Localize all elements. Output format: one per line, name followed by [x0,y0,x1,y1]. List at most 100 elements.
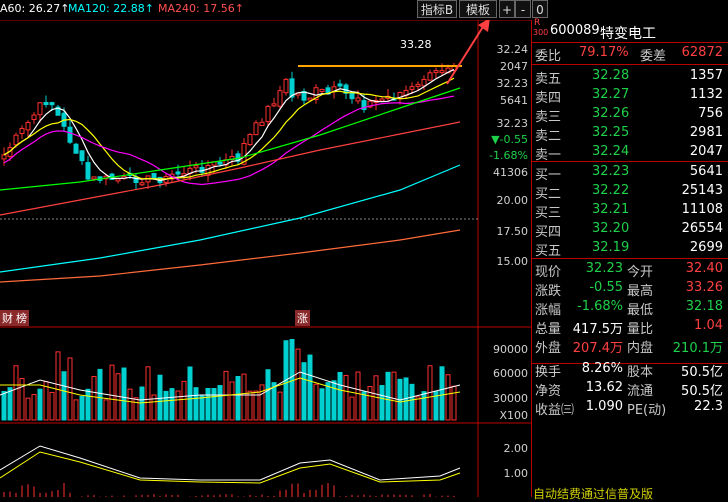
event-marker-zhang[interactable]: 涨 [295,310,310,326]
stat-label: 外盘 [535,341,562,356]
ma10-line [3,77,455,180]
asks-volume: 2047 [689,144,723,159]
reset-button[interactable]: 0 [532,0,548,18]
candle-body [433,70,439,74]
volume-bar [229,381,235,421]
event-marker-bang[interactable]: 榜 [14,310,29,326]
zoom-in-button[interactable]: + [499,0,515,18]
divider [532,258,728,259]
axis-price-175: 17.50 [496,225,529,238]
asks-price: 32.28 [592,68,630,83]
volume-bar [343,374,349,421]
asks-row[interactable]: 卖四 32.27 1132 [532,86,727,106]
bids-row[interactable]: 买二 32.22 25143 [532,182,727,202]
weicha-value: 62872 [681,45,723,60]
bids-row[interactable]: 买一 32.23 5641 [532,163,727,183]
volume-bar [97,368,103,421]
bids-price: 32.19 [592,240,630,255]
axis-vol-90000: 90000 [493,343,528,356]
axis-price-20: 20.00 [496,194,529,207]
bids-row[interactable]: 买四 32.20 26554 [532,220,727,240]
stat-row: 外盘 207.4万 内盘 210.1万 [532,336,727,356]
volume-bar [181,380,187,421]
volume-bar [271,382,277,421]
bids-volume: 11108 [681,202,723,217]
divider [532,64,728,65]
candle-body [115,178,121,182]
candle-body [91,176,97,180]
stat-row: 净资 13.62 流通 50.5亿 [532,379,727,399]
axis-macd-1: 1.00 [503,467,529,480]
weibi-value: 79.17% [579,45,629,60]
stat-value: 210.1万 [672,341,723,356]
kline-chart[interactable] [0,0,531,497]
volume-bar [379,385,385,421]
candle-body [31,114,37,120]
axis-price-2: 2047 [500,60,528,73]
bids-row[interactable]: 买三 32.21 11108 [532,201,727,221]
stat-value: 1.090 [585,399,623,414]
asks-row[interactable]: 卖一 32.24 2047 [532,143,727,163]
stat-label: 今开 [627,265,654,280]
volume-bar [265,369,271,421]
volume-bar [37,388,43,421]
stat-label: 总量 [535,322,562,337]
axis-vol-unit: X100 [499,409,528,422]
volume-bar [139,386,145,421]
ma60-label: A60: 26.27↑ [0,2,70,15]
asks-price: 32.24 [592,144,630,159]
stat-row: 现价 32.23 今开 32.40 [532,260,727,280]
bids-volume: 26554 [681,221,723,236]
ma60-line [0,121,461,216]
candle-body [337,83,343,87]
indicator-button[interactable]: 指标B [417,0,457,18]
stat-label: 内盘 [627,341,654,356]
volume-bar [61,371,67,421]
volume-bar [121,367,127,421]
stat-value: 32.18 [685,299,723,314]
zoom-out-button[interactable]: - [515,0,531,18]
stat-value: 8.26% [581,361,623,376]
candle-body [379,98,385,102]
stat-label: 涨幅 [535,303,562,318]
bottom-banner[interactable]: 自动结费通过信普及版 [533,487,654,501]
stat-label: 现价 [535,265,562,280]
volume-bar [421,391,427,421]
ma240-label: MA240: 17.56↑ [158,2,244,15]
volume-bar [391,371,397,421]
asks-label: 卖一 [535,148,562,163]
asks-row[interactable]: 卖二 32.25 2981 [532,124,727,144]
stat-row: 涨跌 -0.55 最高 33.26 [532,279,727,299]
stat-value: 22.3 [694,399,723,414]
volume-bar [19,378,25,421]
volume-bar [247,390,253,421]
stat-value: 207.4万 [572,341,623,356]
asks-row[interactable]: 卖三 32.26 756 [532,105,727,125]
asks-label: 卖二 [535,129,562,144]
candle-body [241,143,247,165]
bids-row[interactable]: 买五 32.19 2699 [532,239,727,259]
candle-body [73,143,79,154]
asks-price: 32.27 [592,87,630,102]
volume-bar [367,385,373,421]
volume-bar [439,366,445,421]
bids-volume: 25143 [681,183,723,198]
bids-price: 32.21 [592,202,630,217]
volume-bar [169,388,175,421]
candle-body [79,150,85,162]
volume-bar [211,388,217,421]
axis-change-pct: -1.68% [489,149,528,162]
volume-bar [259,384,265,421]
candle-body [85,162,91,180]
template-button[interactable]: 模板 [459,0,497,18]
candle-body [307,97,313,101]
volume-bar [145,366,151,421]
volume-bar [85,388,91,421]
asks-row[interactable]: 卖五 32.28 1357 [532,67,727,87]
candle-body [265,105,271,123]
event-marker-cai[interactable]: 财 [0,310,15,326]
candle-body [151,172,157,180]
candle-body [259,121,265,127]
candle-body [193,165,199,169]
candle-body [19,127,25,134]
